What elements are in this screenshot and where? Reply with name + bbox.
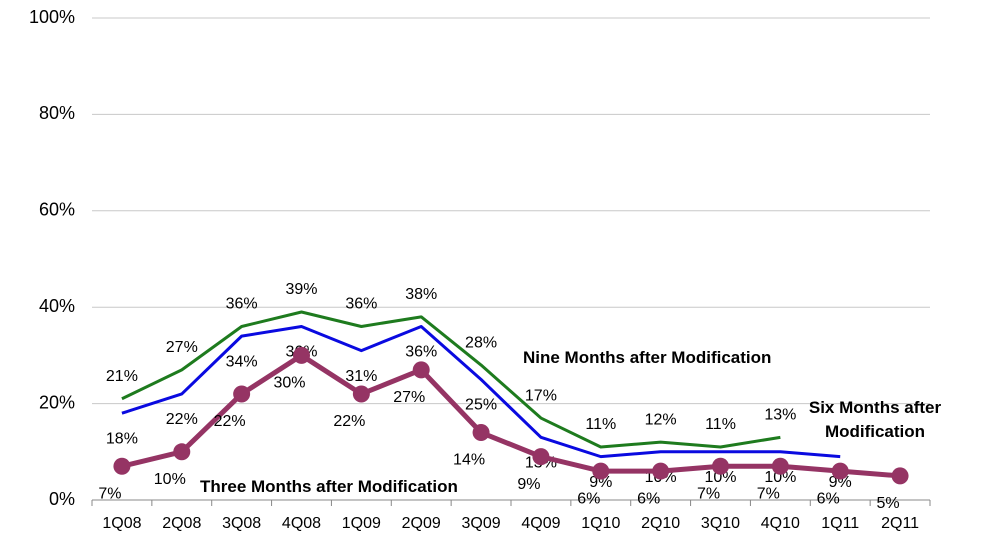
x-tick-label: 3Q08 bbox=[222, 515, 261, 532]
data-point bbox=[652, 462, 670, 480]
data-label: 18% bbox=[106, 430, 138, 447]
x-tick-label: 4Q10 bbox=[761, 515, 800, 532]
data-label: 27% bbox=[393, 389, 425, 406]
series-label: Three Months after Modification bbox=[200, 477, 458, 496]
data-label: 10% bbox=[764, 469, 796, 486]
x-tick-label: 4Q09 bbox=[521, 515, 560, 532]
data-label: 5% bbox=[877, 495, 900, 512]
data-point bbox=[472, 424, 490, 442]
data-label: 28% bbox=[465, 334, 497, 351]
data-label: 7% bbox=[757, 485, 780, 502]
x-tick-label: 4Q08 bbox=[282, 515, 321, 532]
data-label: 21% bbox=[106, 368, 138, 385]
y-tick-label: 40% bbox=[39, 296, 75, 316]
data-label: 39% bbox=[285, 281, 317, 298]
data-label: 38% bbox=[405, 286, 437, 303]
data-label: 31% bbox=[345, 368, 377, 385]
data-label: 6% bbox=[637, 490, 660, 507]
series-line bbox=[121, 352, 901, 479]
data-label: 9% bbox=[589, 474, 612, 491]
y-tick-label: 20% bbox=[39, 392, 75, 412]
data-label: 22% bbox=[333, 413, 365, 430]
data-label: 22% bbox=[214, 413, 246, 430]
data-label: 36% bbox=[405, 344, 437, 361]
x-tick-label: 2Q10 bbox=[641, 515, 680, 532]
data-label: 9% bbox=[517, 476, 540, 493]
x-tick-label: 1Q10 bbox=[581, 515, 620, 532]
data-label: 13% bbox=[764, 407, 796, 424]
data-point bbox=[592, 462, 610, 480]
data-point bbox=[712, 457, 729, 475]
data-point bbox=[532, 448, 550, 466]
data-point bbox=[891, 467, 909, 485]
data-label: 36% bbox=[226, 296, 258, 313]
x-tick-label: 3Q09 bbox=[462, 515, 501, 532]
data-label: 6% bbox=[817, 490, 840, 507]
y-tick-label: 80% bbox=[39, 103, 75, 123]
data-label: 25% bbox=[465, 397, 497, 414]
x-tick-label: 1Q08 bbox=[102, 515, 141, 532]
data-point bbox=[352, 385, 370, 403]
data-label: 9% bbox=[829, 474, 852, 491]
data-label: 14% bbox=[453, 452, 485, 469]
y-tick-label: 0% bbox=[49, 489, 75, 509]
data-label: 36% bbox=[345, 296, 377, 313]
series-label: Nine Months after Modification bbox=[523, 348, 772, 367]
data-point bbox=[293, 346, 310, 364]
data-label: 12% bbox=[645, 411, 677, 428]
x-tick-label: 1Q09 bbox=[342, 515, 381, 532]
data-label: 30% bbox=[273, 375, 305, 392]
data-point bbox=[412, 361, 430, 379]
y-tick-label: 60% bbox=[39, 200, 75, 220]
series-line bbox=[121, 310, 781, 449]
x-tick-label: 3Q10 bbox=[701, 515, 740, 532]
data-label: 7% bbox=[98, 485, 121, 502]
data-label: 6% bbox=[577, 490, 600, 507]
data-point bbox=[771, 457, 789, 475]
data-point bbox=[113, 457, 131, 475]
data-point bbox=[233, 385, 251, 403]
x-tick-label: 2Q09 bbox=[402, 515, 441, 532]
data-label: 11% bbox=[705, 416, 736, 433]
data-label: 17% bbox=[525, 387, 557, 404]
data-label: 34% bbox=[226, 353, 258, 370]
x-tick-label: 2Q11 bbox=[881, 515, 919, 532]
data-label: 22% bbox=[166, 411, 198, 428]
data-label: 7% bbox=[697, 485, 720, 502]
data-point bbox=[173, 443, 191, 461]
data-point bbox=[831, 462, 849, 480]
x-tick-label: 2Q08 bbox=[162, 515, 201, 532]
series-label: Six Months after Modification bbox=[808, 398, 942, 441]
data-label: 11% bbox=[585, 416, 616, 433]
data-label: 10% bbox=[154, 471, 186, 488]
data-label: 27% bbox=[166, 339, 198, 356]
x-tick-label: 1Q11 bbox=[821, 515, 859, 532]
series-line bbox=[121, 324, 841, 459]
y-tick-label: 100% bbox=[29, 7, 75, 27]
data-label: 10% bbox=[704, 469, 736, 486]
